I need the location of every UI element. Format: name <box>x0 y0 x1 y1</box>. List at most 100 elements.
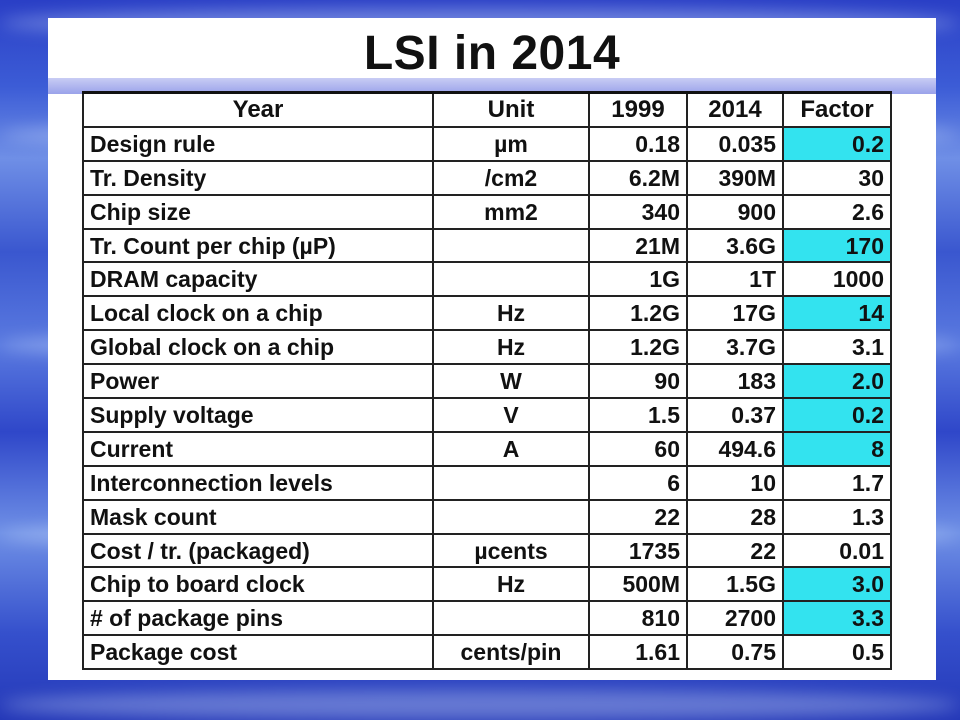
row-label: Mask count <box>82 498 434 535</box>
table-row: Chip size mm2 340 900 2.6 <box>82 193 892 230</box>
table-row: Chip to board clock Hz 500M 1.5G 3.0 <box>82 566 892 603</box>
value-1999: 90 <box>588 363 688 400</box>
table-row: Local clock on a chip Hz 1.2G 17G 14 <box>82 295 892 332</box>
value-1999: 1.61 <box>588 634 688 671</box>
value-2014: 1T <box>686 261 784 298</box>
row-label: Interconnection levels <box>82 464 434 501</box>
row-label: Cost / tr. (packaged) <box>82 532 434 569</box>
value-factor: 1000 <box>782 261 892 298</box>
value-2014: 183 <box>686 363 784 400</box>
table-row: Power W 90 183 2.0 <box>82 363 892 400</box>
value-1999: 1735 <box>588 532 688 569</box>
row-label: Current <box>82 430 434 467</box>
value-factor: 8 <box>782 430 892 467</box>
value-1999: 0.18 <box>588 125 688 162</box>
row-unit: Hz <box>432 295 590 332</box>
value-1999: 21M <box>588 227 688 264</box>
table-row: DRAM capacity 1G 1T 1000 <box>82 261 892 298</box>
value-2014: 390M <box>686 159 784 196</box>
lsi-roadmap-table: Year Unit 1999 2014 Factor Design rule µm… <box>82 90 892 671</box>
table-row: Mask count 22 28 1.3 <box>82 498 892 535</box>
value-factor: 30 <box>782 159 892 196</box>
value-1999: 6 <box>588 464 688 501</box>
row-unit: /cm2 <box>432 159 590 196</box>
header-year: Year <box>82 90 434 128</box>
row-unit <box>432 464 590 501</box>
table-row: Interconnection levels 6 10 1.7 <box>82 464 892 501</box>
table-row: Tr. Density/cm2 6.2M 390M 30 <box>82 159 892 196</box>
value-factor: 2.0 <box>782 363 892 400</box>
table-row: Current A 60 494.6 8 <box>82 430 892 467</box>
value-factor: 3.3 <box>782 600 892 637</box>
value-2014: 900 <box>686 193 784 230</box>
value-2014: 0.37 <box>686 397 784 433</box>
row-label: # of package pins <box>82 600 434 637</box>
value-2014: 0.035 <box>686 125 784 162</box>
table-row: # of package pins 810 2700 3.3 <box>82 600 892 637</box>
value-2014: 0.75 <box>686 634 784 671</box>
value-2014: 494.6 <box>686 430 784 467</box>
value-factor: 1.7 <box>782 464 892 501</box>
row-unit <box>432 227 590 264</box>
row-label: Chip size <box>82 193 434 230</box>
value-1999: 6.2M <box>588 159 688 196</box>
title-band: LSI in 2014 <box>48 18 936 96</box>
header-unit: Unit <box>432 90 590 128</box>
value-1999: 1.5 <box>588 397 688 433</box>
value-factor: 0.01 <box>782 532 892 569</box>
row-label: Supply voltage <box>82 397 434 433</box>
row-label: Global clock on a chip <box>82 329 434 366</box>
value-1999: 810 <box>588 600 688 637</box>
slide-title: LSI in 2014 <box>363 27 621 80</box>
row-unit: µcents <box>432 532 590 569</box>
background-streak <box>0 690 960 720</box>
row-label: Power <box>82 363 434 400</box>
value-factor: 1.3 <box>782 498 892 535</box>
row-unit <box>432 498 590 535</box>
value-2014: 2700 <box>686 600 784 637</box>
value-1999: 1.2G <box>588 329 688 366</box>
table-row: Tr. Count per chip (µP) 21M 3.6G 170 <box>82 227 892 264</box>
row-unit: W <box>432 363 590 400</box>
row-label: Chip to board clock <box>82 566 434 603</box>
value-2014: 10 <box>686 464 784 501</box>
title-underline-bar <box>48 78 936 94</box>
table-row: Package cost cents/pin 1.61 0.75 0.5 <box>82 634 892 671</box>
value-factor: 0.2 <box>782 397 892 433</box>
table-row: Design rule µm 0.18 0.035 0.2 <box>82 125 892 162</box>
value-factor: 0.5 <box>782 634 892 671</box>
value-2014: 3.7G <box>686 329 784 366</box>
value-2014: 17G <box>686 295 784 332</box>
row-label: Package cost <box>82 634 434 671</box>
row-unit <box>432 600 590 637</box>
row-unit: Hz <box>432 566 590 603</box>
table-body: Design rule µm 0.18 0.035 0.2 Tr. Density/cm2… <box>82 125 892 671</box>
value-1999: 1.2G <box>588 295 688 332</box>
row-unit: cents/pin <box>432 634 590 671</box>
value-2014: 3.6G <box>686 227 784 264</box>
header-1999: 1999 <box>588 90 688 128</box>
table-header-row: Year Unit 1999 2014 Factor <box>82 90 892 128</box>
value-factor: 3.0 <box>782 566 892 603</box>
row-unit: Hz <box>432 329 590 366</box>
table-row: Supply voltage V 1.5 0.37 0.2 <box>82 397 892 433</box>
header-factor: Factor <box>782 90 892 128</box>
value-factor: 2.6 <box>782 193 892 230</box>
row-unit: V <box>432 397 590 433</box>
value-1999: 500M <box>588 566 688 603</box>
table-row: Cost / tr. (packaged) µcents 1735 22 0.01 <box>82 532 892 569</box>
value-1999: 60 <box>588 430 688 467</box>
value-factor: 14 <box>782 295 892 332</box>
value-factor: 170 <box>782 227 892 264</box>
slide: LSI in 2014 Year Unit 1999 2014 Factor D… <box>48 18 936 680</box>
row-label: Tr. Density <box>82 159 434 196</box>
header-2014: 2014 <box>686 90 784 128</box>
row-label: DRAM capacity <box>82 261 434 298</box>
table-row: Global clock on a chip Hz 1.2G 3.7G 3.1 <box>82 329 892 366</box>
value-factor: 0.2 <box>782 125 892 162</box>
row-unit: µm <box>432 125 590 162</box>
value-2014: 28 <box>686 498 784 535</box>
row-unit <box>432 261 590 298</box>
row-label: Local clock on a chip <box>82 295 434 332</box>
row-unit: mm2 <box>432 193 590 230</box>
